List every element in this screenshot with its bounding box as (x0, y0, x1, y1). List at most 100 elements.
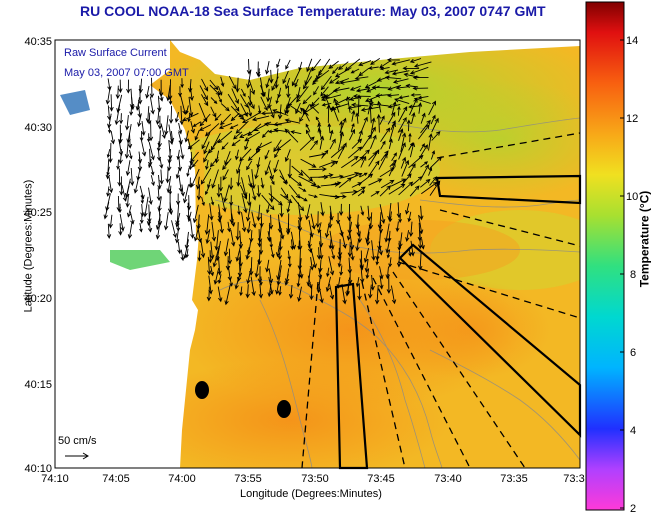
current-arrow (397, 116, 407, 133)
current-arrow (394, 98, 410, 105)
current-arrow (260, 177, 265, 189)
current-arrow (388, 211, 393, 223)
current-arrow (247, 149, 261, 161)
current-arrow (368, 66, 379, 70)
current-arrow (379, 204, 386, 224)
current-arrow (355, 277, 360, 288)
current-arrow (264, 149, 270, 160)
current-arrow (220, 193, 227, 213)
current-arrow (284, 149, 291, 163)
current-arrow (419, 205, 424, 221)
current-arrow (332, 66, 339, 75)
current-arrow (388, 257, 393, 268)
current-arrow (116, 94, 123, 113)
current-arrow (392, 78, 409, 84)
current-arrow (379, 275, 384, 290)
current-arrow (325, 276, 332, 293)
current-arrow (224, 284, 231, 306)
current-arrow (371, 240, 376, 261)
current-arrow (200, 239, 206, 259)
current-arrow (258, 284, 264, 299)
current-arrow (119, 113, 124, 125)
current-arrow (311, 58, 322, 72)
current-arrow (326, 267, 330, 278)
current-arrow (366, 205, 372, 222)
current-arrow (209, 203, 214, 221)
current-arrow (347, 241, 353, 258)
current-arrow (239, 148, 252, 162)
x-tick-label: 73:45 (367, 473, 395, 485)
current-arrow (370, 274, 375, 291)
x-tick-label: 74:10 (41, 473, 69, 485)
current-arrow (379, 185, 392, 197)
current-arrow (209, 84, 221, 96)
current-arrow (338, 61, 349, 71)
x-axis-label: Longitude (Degrees:Minutes) (240, 488, 382, 500)
current-arrow (365, 268, 370, 280)
current-arrow (374, 284, 380, 305)
current-arrow (379, 115, 385, 125)
current-arrow (391, 70, 410, 76)
current-arrow (279, 175, 289, 184)
current-arrow (212, 247, 220, 268)
current-arrow (387, 93, 400, 98)
y-tick-label: 40:10 (24, 463, 52, 475)
current-arrow (231, 88, 239, 105)
current-arrow (420, 119, 431, 134)
current-arrow (418, 250, 423, 271)
colorbar-tick-label: 8 (630, 269, 636, 281)
current-arrow (108, 176, 114, 194)
current-arrow (359, 172, 368, 178)
current-arrow (350, 68, 360, 74)
current-arrow (337, 142, 347, 160)
current-arrow (277, 104, 283, 120)
current-arrow (245, 247, 250, 260)
current-arrow (431, 130, 441, 141)
current-arrow (227, 93, 240, 112)
current-arrow (236, 169, 241, 187)
current-arrow (222, 169, 229, 181)
current-arrow (192, 121, 201, 127)
current-arrow (400, 132, 407, 152)
current-arrow (145, 85, 150, 99)
current-arrow (126, 79, 131, 94)
current-arrow (366, 85, 380, 93)
colorbar-label: Temperature (°C) (637, 190, 651, 288)
current-arrow (218, 176, 224, 192)
current-arrow (330, 181, 342, 186)
current-arrow (337, 256, 342, 268)
current-arrow (248, 78, 256, 95)
x-tick-label: 73:3 (563, 473, 584, 485)
current-arrow (141, 140, 147, 157)
current-arrow (391, 101, 397, 116)
current-arrow (387, 84, 402, 91)
current-arrow (355, 112, 360, 124)
current-arrow (410, 93, 421, 97)
current-arrow (119, 214, 125, 232)
current-arrow (180, 184, 186, 197)
current-arrow (332, 106, 339, 122)
current-arrow (308, 194, 318, 199)
colorbar-tick-label: 6 (630, 347, 636, 359)
current-arrow (321, 102, 332, 107)
current-arrow (398, 142, 406, 160)
y-tick-label: 40:30 (24, 122, 52, 134)
current-arrow (357, 190, 366, 197)
current-arrow (108, 214, 113, 229)
current-arrow (389, 122, 396, 142)
current-arrow (391, 59, 410, 66)
current-arrow (380, 140, 386, 150)
colorbar-tick-label: 2 (630, 503, 636, 515)
current-arrow (406, 119, 411, 132)
current-arrow (285, 59, 291, 70)
current-arrow (290, 130, 302, 135)
current-arrow (341, 283, 347, 305)
current-arrow (305, 129, 312, 140)
current-arrow (290, 231, 297, 250)
current-arrow (368, 178, 383, 186)
current-arrow (185, 248, 189, 259)
scale-label: 50 cm/s (58, 435, 97, 447)
current-arrow (246, 268, 252, 285)
current-arrow (271, 76, 279, 92)
current-arrow (217, 86, 223, 96)
